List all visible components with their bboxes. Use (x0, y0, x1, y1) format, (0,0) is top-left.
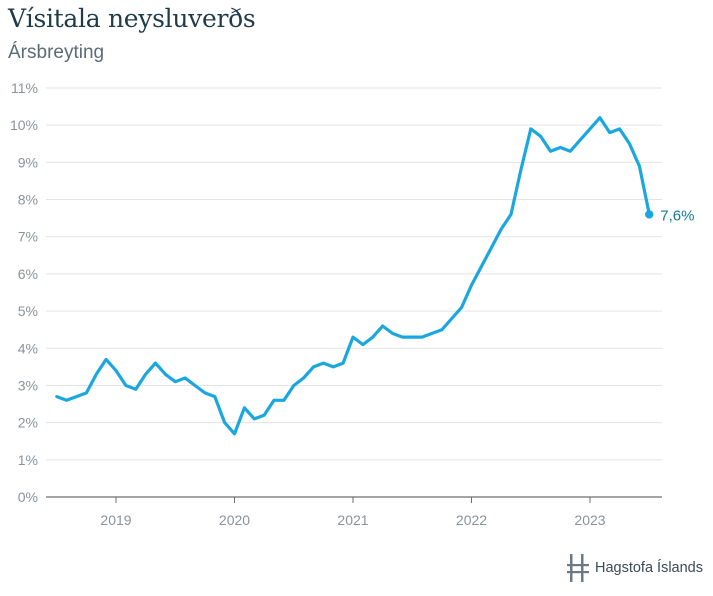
y-tick-label: 0% (18, 489, 38, 505)
x-tick-label: 2023 (574, 512, 605, 528)
x-tick-label: 2020 (219, 512, 250, 528)
grid-layer (46, 87, 662, 461)
y-tick-label: 9% (18, 154, 38, 170)
y-tick-label: 2% (18, 415, 38, 431)
y-tick-label: 10% (10, 117, 38, 133)
source-label: Hagstofa Íslands (594, 560, 703, 576)
y-tick-label: 1% (18, 452, 38, 468)
y-tick-label: 11% (11, 80, 38, 96)
y-tick-label: 4% (18, 340, 38, 356)
chart-title: Vísitala neysluverðs (8, 4, 256, 33)
y-tick-label: 7% (18, 229, 38, 245)
x-tick-label: 2021 (337, 512, 368, 528)
y-tick-label: 6% (18, 266, 38, 282)
y-tick-label: 5% (18, 303, 38, 319)
axis-layer: 0% 1% 2% 3% 4% 5% 6% 7% 8% 9% 10% 11% 2019 2020 2021 20… (10, 80, 662, 528)
end-value-label: 7,6% (660, 207, 694, 224)
series-layer (55, 116, 654, 436)
chart-subtitle: Ársbreyting (8, 42, 105, 63)
x-tick-label: 2019 (100, 512, 131, 528)
x-tick-label: 2022 (456, 512, 487, 528)
hagstofa-logo-icon (566, 554, 589, 582)
end-point-marker (645, 210, 654, 219)
y-tick-label: 3% (18, 377, 38, 393)
label-layer: 7,6% (660, 207, 694, 224)
hagstofa-logo: Hagstofa Íslands (566, 554, 703, 582)
y-tick-label: 8% (18, 192, 38, 208)
series-line (55, 116, 651, 436)
